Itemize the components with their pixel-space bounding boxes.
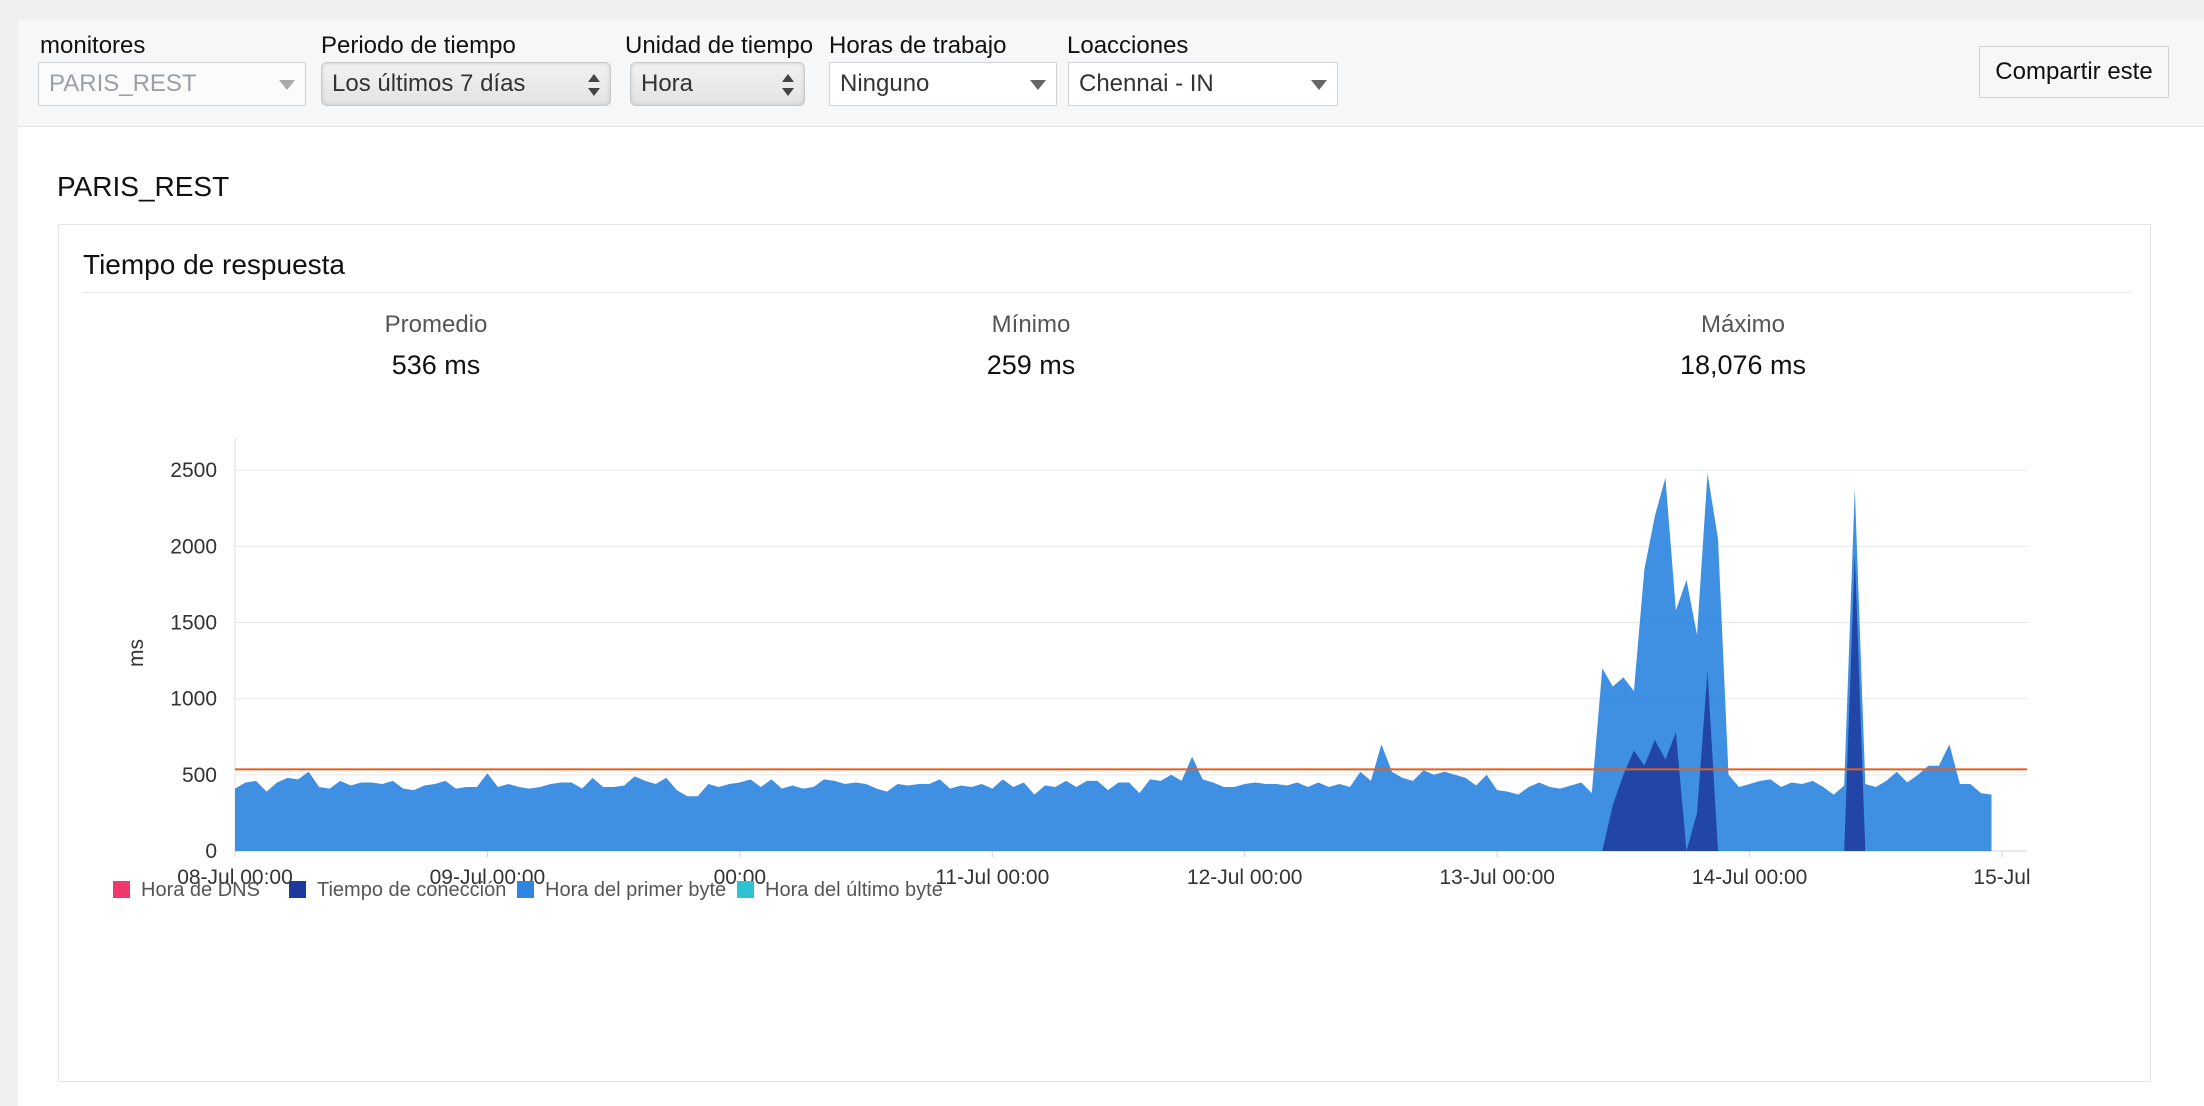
- response-time-chart: 0 500 1000 1500 2000 2500 ms 08-Jul 00:00 09-Jul…: [113, 437, 2031, 901]
- legend-swatch-first-byte: [517, 881, 534, 898]
- work-hours-filter: Horas de trabajo: [829, 32, 1006, 60]
- chevron-down-icon: [279, 80, 295, 90]
- stat-minimum-label: Mínimo: [991, 311, 1071, 338]
- report-panel: PARIS_REST Tiempo de respuesta Promedio …: [18, 127, 2204, 1106]
- card-title: Tiempo de respuesta: [83, 249, 345, 280]
- x-tick-label: 09-Jul 00:00: [430, 866, 546, 889]
- locations-value: Chennai - IN: [1079, 70, 1214, 97]
- period-select[interactable]: Los últimos 7 días: [321, 62, 611, 106]
- stat-minimum-value: 259 ms: [986, 350, 1076, 380]
- y-tick-label: 2000: [170, 535, 217, 558]
- x-tick-label: 15-Jul: [1973, 866, 2030, 889]
- stat-average-label: Promedio: [384, 311, 488, 338]
- work-hours-value: Ninguno: [840, 70, 930, 97]
- card-divider: [83, 292, 2131, 293]
- y-tick-label: 500: [182, 764, 217, 787]
- y-tick-label: 1000: [170, 688, 217, 711]
- stat-average-value: 536 ms: [391, 350, 481, 380]
- stat-minimum: Mínimo 259 ms: [881, 309, 1181, 385]
- series-area-connection: [1602, 554, 1866, 851]
- monitors-select[interactable]: PARIS_REST: [38, 62, 306, 106]
- legend-swatch-connection: [289, 881, 306, 898]
- monitors-filter: monitores: [40, 32, 145, 60]
- monitor-title: PARIS_REST: [57, 171, 230, 202]
- legend-item-label: Hora de DNS: [141, 879, 260, 901]
- work-hours-label: Horas de trabajo: [829, 32, 1007, 59]
- x-tick-label: 11-Jul 00:00: [935, 866, 1049, 889]
- locations-filter: Loacciones: [1067, 32, 1188, 60]
- chevron-down-icon: [1030, 80, 1046, 90]
- locations-label: Loacciones: [1067, 32, 1189, 59]
- legend-item-label: Tiempo de conección: [317, 879, 506, 901]
- x-tick-label: 12-Jul 00:00: [1187, 866, 1303, 889]
- work-hours-select[interactable]: Ninguno: [829, 62, 1057, 106]
- legend-swatch-last-byte: [737, 881, 754, 898]
- unit-filter: Unidad de tiempo: [625, 32, 813, 60]
- legend-swatch-dns: [113, 881, 130, 898]
- period-label: Periodo de tiempo: [321, 32, 516, 59]
- y-axis-label: ms: [125, 639, 148, 667]
- stat-average: Promedio 536 ms: [286, 309, 586, 385]
- series-area-first-byte: [235, 473, 1992, 851]
- stat-maximum-value: 18,076 ms: [1679, 350, 1807, 380]
- y-tick-label: 0: [205, 840, 217, 863]
- monitors-label: monitores: [40, 32, 146, 59]
- y-tick-label: 2500: [170, 459, 217, 482]
- chevron-down-icon: [1311, 80, 1327, 90]
- stat-maximum-label: Máximo: [1700, 311, 1785, 338]
- stat-maximum: Máximo 18,076 ms: [1593, 309, 1893, 385]
- monitors-value: PARIS_REST: [49, 70, 197, 97]
- filter-toolbar: monitores PARIS_REST Periodo de tiempo L…: [18, 20, 2204, 127]
- updown-arrows-icon: [782, 74, 794, 96]
- legend-item-label: Hora del último byte: [765, 879, 943, 901]
- period-value: Los últimos 7 días: [332, 70, 526, 97]
- unit-label: Unidad de tiempo: [625, 32, 814, 59]
- updown-arrows-icon: [588, 74, 600, 96]
- response-time-card: Tiempo de respuesta Promedio 536 ms Míni…: [58, 224, 2151, 1082]
- y-tick-label: 1500: [170, 612, 217, 635]
- share-button[interactable]: Compartir este: [1979, 46, 2169, 98]
- x-tick-label: 08-Jul 00:00: [177, 866, 293, 889]
- unit-select[interactable]: Hora: [630, 62, 805, 106]
- period-filter: Periodo de tiempo: [321, 32, 516, 60]
- unit-value: Hora: [641, 70, 694, 97]
- x-tick-label: 14-Jul 00:00: [1692, 866, 1808, 889]
- locations-select[interactable]: Chennai - IN: [1068, 62, 1338, 106]
- x-tick-label: 13-Jul 00:00: [1439, 866, 1555, 889]
- legend-item-label: Hora del primer byte: [545, 879, 726, 901]
